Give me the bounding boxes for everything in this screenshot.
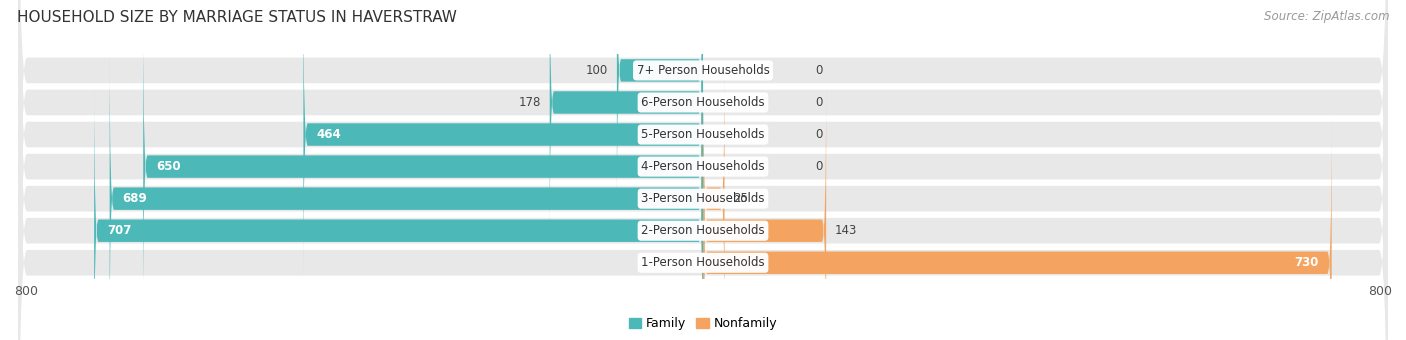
Text: 800: 800 [1368, 285, 1392, 298]
FancyBboxPatch shape [143, 18, 703, 316]
Text: 100: 100 [586, 64, 609, 77]
Text: 25: 25 [733, 192, 748, 205]
Text: 143: 143 [835, 224, 858, 237]
FancyBboxPatch shape [550, 0, 703, 252]
Text: 0: 0 [815, 96, 823, 109]
FancyBboxPatch shape [703, 50, 724, 340]
FancyBboxPatch shape [110, 50, 703, 340]
FancyBboxPatch shape [703, 114, 1331, 340]
Text: 707: 707 [107, 224, 131, 237]
Text: 0: 0 [815, 160, 823, 173]
FancyBboxPatch shape [94, 82, 703, 340]
Text: 6-Person Households: 6-Person Households [641, 96, 765, 109]
FancyBboxPatch shape [617, 0, 703, 220]
Text: 5-Person Households: 5-Person Households [641, 128, 765, 141]
FancyBboxPatch shape [18, 0, 1388, 340]
Text: 1-Person Households: 1-Person Households [641, 256, 765, 269]
FancyBboxPatch shape [18, 0, 1388, 340]
Text: 689: 689 [122, 192, 148, 205]
Text: Source: ZipAtlas.com: Source: ZipAtlas.com [1264, 10, 1389, 23]
Text: 2-Person Households: 2-Person Households [641, 224, 765, 237]
Text: 4-Person Households: 4-Person Households [641, 160, 765, 173]
FancyBboxPatch shape [703, 82, 827, 340]
Text: 3-Person Households: 3-Person Households [641, 192, 765, 205]
Text: 0: 0 [815, 64, 823, 77]
Text: 0: 0 [815, 128, 823, 141]
FancyBboxPatch shape [18, 0, 1388, 340]
Text: 178: 178 [519, 96, 541, 109]
Text: 7+ Person Households: 7+ Person Households [637, 64, 769, 77]
FancyBboxPatch shape [304, 0, 703, 284]
FancyBboxPatch shape [18, 0, 1388, 340]
Text: 730: 730 [1295, 256, 1319, 269]
Text: 650: 650 [156, 160, 181, 173]
Text: 800: 800 [14, 285, 38, 298]
FancyBboxPatch shape [18, 0, 1388, 340]
Legend: Family, Nonfamily: Family, Nonfamily [624, 312, 782, 335]
FancyBboxPatch shape [18, 0, 1388, 340]
FancyBboxPatch shape [18, 0, 1388, 340]
Text: 464: 464 [316, 128, 342, 141]
Text: HOUSEHOLD SIZE BY MARRIAGE STATUS IN HAVERSTRAW: HOUSEHOLD SIZE BY MARRIAGE STATUS IN HAV… [17, 10, 457, 25]
